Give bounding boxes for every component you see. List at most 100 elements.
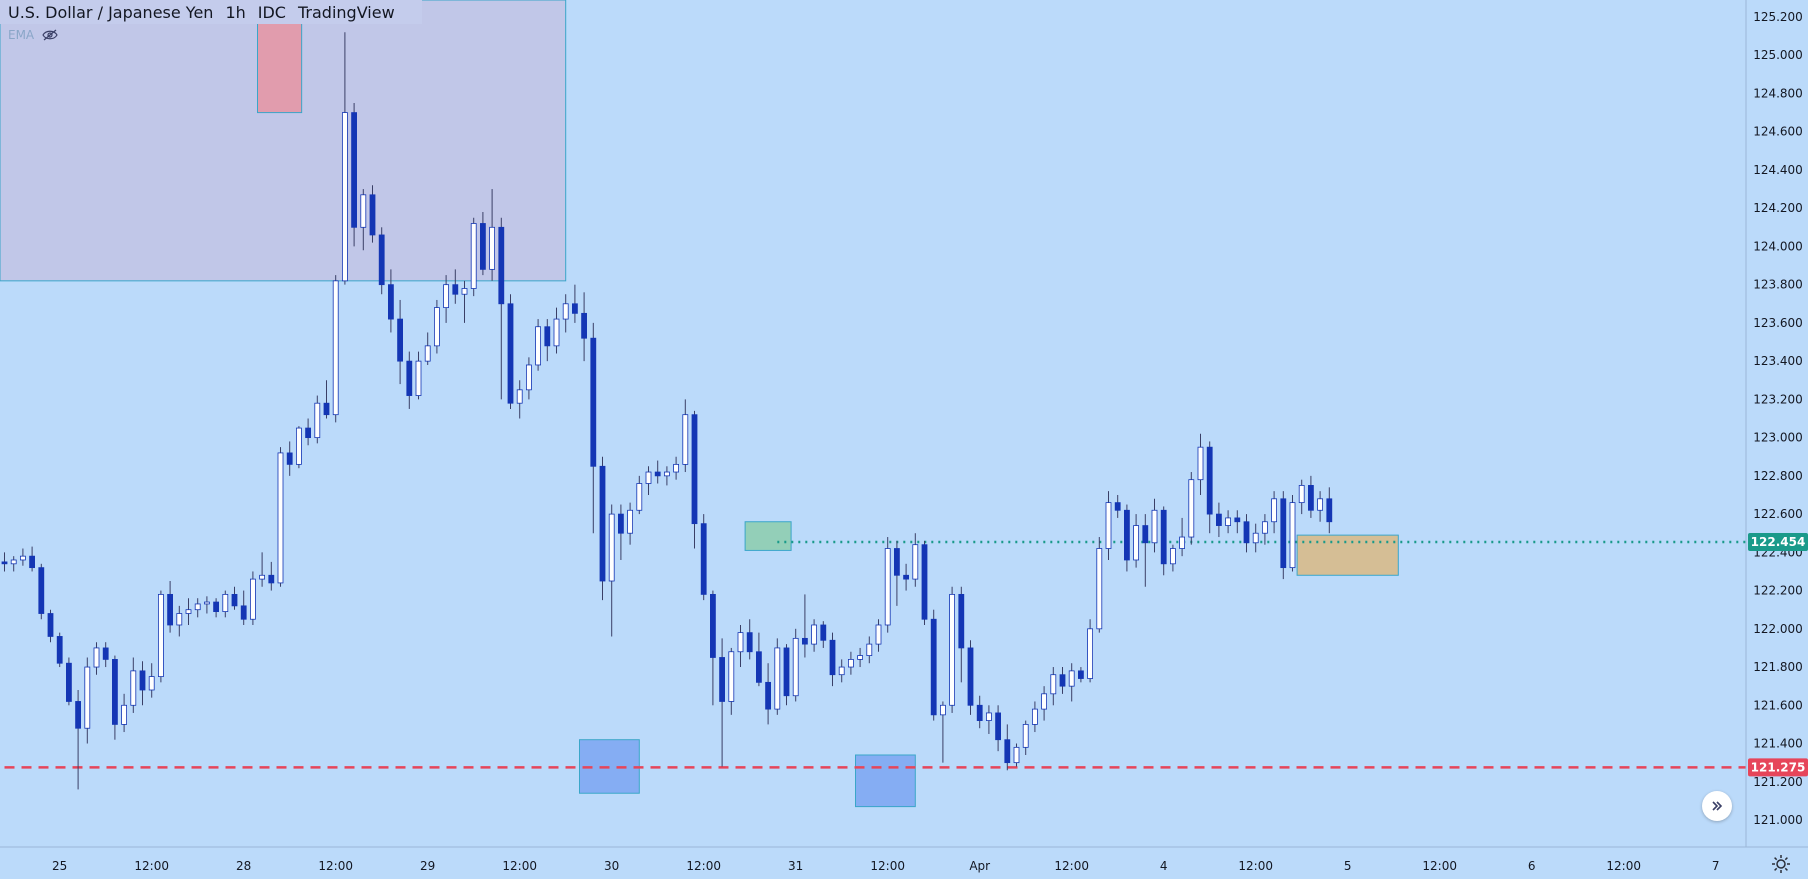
candle-body — [1087, 628, 1093, 679]
candle-body — [581, 312, 587, 339]
symbol-name[interactable]: U.S. Dollar / Japanese Yen — [8, 2, 214, 22]
candle-body — [636, 483, 643, 511]
candle-body — [148, 676, 155, 691]
eye-hidden-icon[interactable] — [42, 29, 58, 41]
source-label: TradingView — [297, 2, 395, 22]
candle-body — [1078, 670, 1084, 679]
candle-body — [1050, 674, 1057, 695]
candle-body — [259, 574, 266, 580]
y-tick-label: 122.600 — [1753, 507, 1803, 521]
candle-body — [921, 544, 928, 620]
candle-body — [277, 452, 284, 584]
candle-body — [378, 234, 385, 286]
candle-body — [884, 548, 891, 626]
candle-body — [516, 389, 523, 404]
candle-body — [93, 647, 100, 668]
candle-body — [433, 307, 440, 347]
y-tick-label: 125.200 — [1753, 10, 1803, 24]
zone-tan — [1296, 534, 1399, 576]
candle-body — [774, 647, 781, 710]
candle-body — [737, 632, 744, 653]
y-tick-label: 122.800 — [1753, 469, 1803, 483]
zone-green — [744, 521, 792, 551]
candle-body — [56, 636, 63, 664]
candle-body — [323, 402, 330, 416]
candle-body — [443, 284, 450, 309]
x-tick-label: 31 — [788, 859, 803, 873]
candle-body — [1170, 548, 1176, 565]
candle-body — [387, 284, 394, 320]
x-tick-label: 28 — [236, 859, 251, 873]
candle-body — [976, 704, 983, 721]
price-label-box — [1748, 758, 1808, 777]
candle-body — [1206, 446, 1213, 515]
candle-body — [719, 657, 725, 702]
candle-body — [406, 360, 413, 396]
interval-label[interactable]: 1h — [225, 2, 246, 22]
candle-body — [792, 637, 799, 697]
x-tick-label: 12:00 — [1606, 859, 1641, 873]
candle-body — [544, 326, 551, 347]
y-tick-label: 124.800 — [1753, 86, 1803, 100]
candle-body — [314, 402, 321, 439]
scroll-to-realtime-button[interactable] — [1702, 791, 1732, 821]
x-tick-label: 30 — [604, 859, 619, 873]
candle-body — [848, 659, 854, 668]
candle-body — [424, 345, 431, 362]
candle-body — [1114, 502, 1121, 511]
y-tick-label: 121.600 — [1753, 698, 1803, 712]
candle-body — [47, 613, 54, 637]
candle-body — [645, 471, 652, 484]
candle-body — [1013, 746, 1020, 764]
indicator-label[interactable]: EMA — [8, 28, 35, 42]
x-tick-label: 12:00 — [134, 859, 169, 873]
candle-body — [507, 303, 514, 404]
price-label-box — [1748, 533, 1808, 552]
y-tick-label: 124.200 — [1753, 201, 1803, 215]
x-tick-label: 12:00 — [502, 859, 537, 873]
candle-body — [1142, 525, 1149, 544]
candle-body — [1234, 517, 1241, 523]
candle-body — [295, 427, 302, 465]
candle-body — [1004, 739, 1011, 764]
x-tick-label: 12:00 — [318, 859, 353, 873]
candle-body — [958, 593, 965, 649]
settings-icon[interactable] — [1770, 853, 1792, 875]
candle-body — [986, 712, 992, 721]
double-chevron-right-icon — [1712, 801, 1723, 811]
candle-body — [590, 337, 597, 467]
candle-body — [66, 662, 72, 702]
candle-body — [176, 613, 183, 626]
candle-body — [167, 593, 174, 626]
candle-body — [1289, 502, 1296, 569]
candle-body — [526, 364, 532, 391]
candle-body — [765, 681, 771, 710]
candle-body — [240, 605, 247, 620]
candle-body — [1105, 502, 1112, 549]
candle-body — [286, 452, 293, 465]
x-tick-label: 4 — [1160, 859, 1168, 873]
candle-body — [397, 318, 404, 362]
candle-body — [664, 471, 670, 477]
candle-body — [1271, 498, 1277, 523]
candle-body — [479, 223, 486, 270]
candle-body — [369, 194, 376, 236]
candle-body — [820, 624, 827, 641]
candle-body — [489, 226, 496, 270]
price-label-value: 122.454 — [1751, 535, 1806, 549]
y-tick-label: 123.800 — [1753, 278, 1803, 292]
candle-body — [562, 303, 569, 320]
zone-red — [257, 16, 303, 114]
candle-body — [222, 593, 229, 613]
candle-body — [341, 112, 348, 282]
candle-body — [756, 651, 762, 683]
candle-body — [157, 593, 164, 678]
candle-body — [1326, 498, 1333, 523]
y-tick-label: 122.200 — [1753, 584, 1803, 598]
candle-body — [102, 647, 109, 660]
candle-body — [121, 704, 127, 725]
candle-body — [1160, 509, 1167, 565]
candle-body — [967, 647, 974, 706]
candle-body — [112, 659, 118, 725]
